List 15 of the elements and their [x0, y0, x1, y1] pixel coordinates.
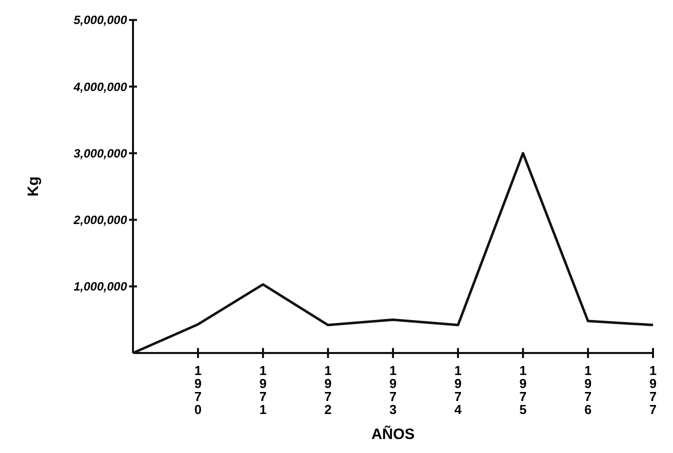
x-tick-label: 1 9 7 1 [259, 363, 267, 417]
x-tick-label: 1 9 7 5 [519, 363, 527, 417]
y-axis-title: Kg [25, 176, 42, 196]
y-tick-label: 1,000,000 [74, 280, 128, 294]
y-tick-label: 5,000,000 [74, 13, 128, 28]
y-tick-label: 4,000,000 [72, 80, 128, 94]
x-tick-label: 1 9 7 3 [389, 363, 397, 417]
y-tick-label: 3,000,000 [74, 146, 128, 160]
x-tick-label: 1 9 7 4 [454, 363, 462, 417]
x-tick-label: 1 9 7 6 [584, 363, 592, 417]
x-tick-label: 1 9 7 2 [324, 363, 332, 417]
x-tick-label: 1 9 7 0 [194, 363, 202, 417]
x-axis-title: AÑOS [371, 425, 415, 443]
y-tick-label: 2,000,000 [72, 213, 128, 227]
x-tick-label: 1 9 7 7 [649, 363, 657, 417]
